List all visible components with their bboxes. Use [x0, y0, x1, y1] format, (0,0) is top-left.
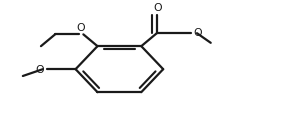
Text: O: O: [35, 65, 44, 75]
Text: O: O: [193, 28, 202, 38]
Text: O: O: [76, 23, 85, 33]
Text: O: O: [153, 3, 162, 13]
